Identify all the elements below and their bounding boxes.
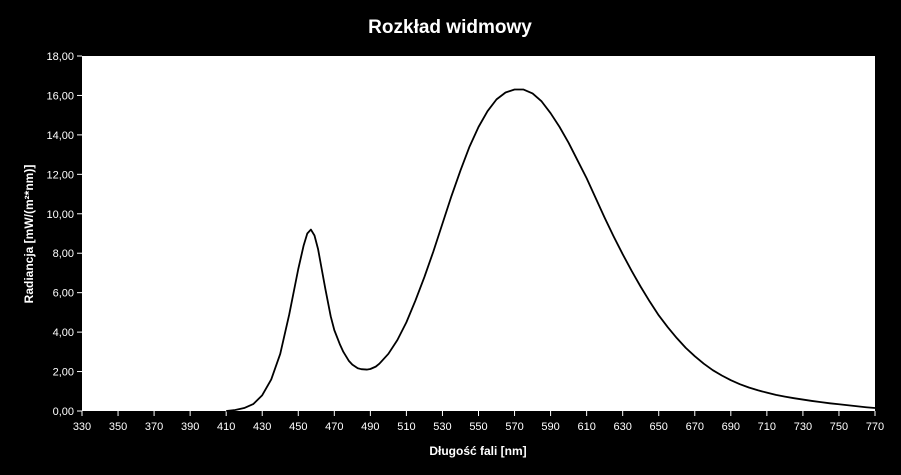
x-tick-label: 370 (145, 421, 163, 433)
x-tick-label: 550 (469, 421, 487, 433)
x-axis-label: Długość fali [nm] (429, 444, 526, 458)
series-line-radiance (226, 88, 876, 412)
x-tick-label: 350 (109, 421, 127, 433)
x-tick-label: 490 (361, 421, 379, 433)
x-tick-label: 590 (541, 421, 559, 433)
y-axis-label: Radiancja [mW/(m²*nm)] (22, 165, 36, 304)
x-tick-label: 750 (830, 421, 848, 433)
x-tick-label: 530 (433, 421, 451, 433)
y-tick-label: 6,00 (53, 288, 74, 300)
y-tick-label: 8,00 (53, 248, 74, 260)
x-axis: 330 350 370 390 410 430 450 470 490 510 530 550 570 5… (73, 411, 884, 433)
x-tick-label: 610 (577, 421, 595, 433)
x-tick-label: 330 (73, 421, 91, 433)
x-tick-label: 450 (289, 421, 307, 433)
x-tick-label: 570 (505, 421, 523, 433)
y-tick-label: 0,00 (53, 406, 74, 418)
x-tick-label: 710 (758, 421, 776, 433)
y-tick-label: 14,00 (46, 130, 74, 142)
x-tick-label: 410 (217, 421, 235, 433)
y-tick-label: 12,00 (46, 169, 74, 181)
x-tick-label: 390 (181, 421, 199, 433)
x-tick-label: 470 (325, 421, 343, 433)
y-tick-label: 4,00 (53, 327, 74, 339)
chart-title: Rozkład widmowy (368, 17, 532, 38)
y-axis: 0,00 2,00 4,00 6,00 8,00 10,00 12,00 14,00 16,00… (46, 51, 82, 418)
x-tick-label: 730 (794, 421, 812, 433)
y-tick-label: 10,00 (46, 209, 74, 221)
plot-area (82, 56, 875, 411)
y-tick-label: 16,00 (46, 90, 74, 102)
y-tick-label: 18,00 (46, 51, 74, 63)
x-tick-label: 650 (650, 421, 668, 433)
x-tick-label: 770 (866, 421, 884, 433)
x-tick-label: 670 (686, 421, 704, 433)
x-tick-label: 630 (614, 421, 632, 433)
x-tick-label: 510 (397, 421, 415, 433)
x-tick-label: 690 (722, 421, 740, 433)
y-tick-label: 2,00 (53, 367, 74, 379)
x-tick-label: 430 (253, 421, 271, 433)
